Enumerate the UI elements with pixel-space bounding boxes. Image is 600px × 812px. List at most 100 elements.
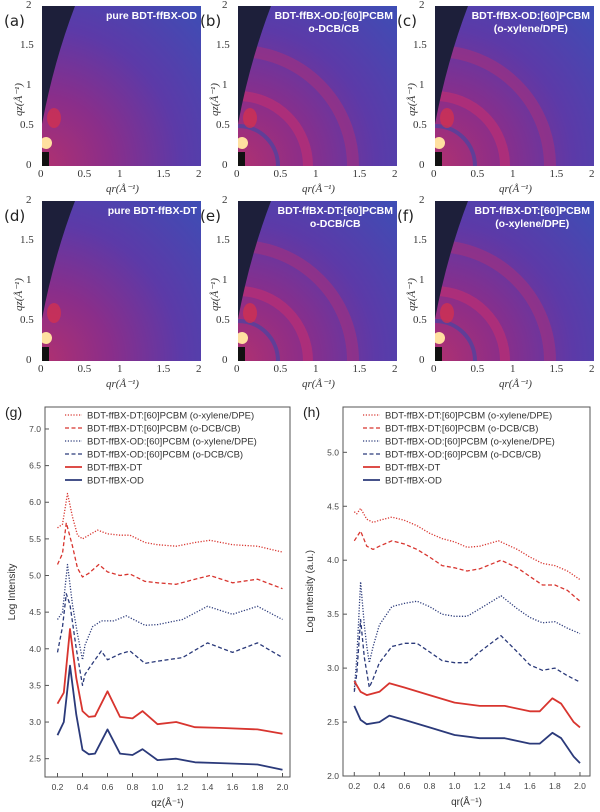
x-tick-label: 1.5 [156,168,171,180]
x-tick-label: 0 [234,168,240,180]
y-tick-label: 1 [26,274,32,286]
x-tick-label: 0.5 [470,363,485,375]
intensity-background [42,6,201,166]
map-title-line: BDT-ffBX-DT:[60]PCBM [474,205,591,217]
y-tick-label: 2 [26,194,32,206]
x-tick-label: 0 [38,363,44,375]
x-tick-label: 0 [431,168,437,180]
legend-label: BDT-ffBX-DT:[60]PCBM (o-xylene/DPE) [87,411,254,422]
series-line [353,705,581,764]
x-tick-label: 1 [510,168,516,180]
map-title-line: o-DCB/CB [308,23,360,35]
x-tick-label: 1.5 [352,168,367,180]
x-tick-label: 0 [431,363,437,375]
y-tick-label: 1 [222,79,228,91]
specular-spot [433,137,445,149]
y-tick-label: 2 [26,0,32,11]
y-tick-label: 4.5 [327,501,339,511]
x-tick-label: 1 [313,168,319,180]
specular-spot [40,332,52,344]
x-tick-label: 0.2 [348,781,360,791]
y-tick-label: 3.5 [327,609,339,619]
y-axis-label: Log Intensity (a.u.) [305,550,316,633]
y-tick-label: 1.5 [216,234,230,246]
specular-spot [236,137,248,149]
giwaxs-map: pure BDT-ffBX-OD [40,6,201,166]
y-tick-label: 0 [26,159,32,171]
giwaxs-map: pure BDT-ffBX-DT [40,201,201,361]
lamellar-peak [440,108,454,128]
map-title-line: (o-xylene/DPE) [493,23,568,35]
beamstop [435,152,442,166]
legend-label: BDT-ffBX-OD [385,476,442,487]
x-tick-label: 2.0 [277,782,289,792]
map-title: BDT-ffBX-OD:[60]PCBM (o-xylene/DPE) [472,10,590,36]
map-title-line: BDT-ffBX-OD:[60]PCBM [471,10,590,22]
y-tick-label: 3.0 [29,717,41,727]
x-tick-label: 1.0 [152,782,164,792]
x-tick-label: 0.2 [52,782,64,792]
y-tick-label: 2 [222,0,228,11]
y-tick-label: 0.5 [413,314,427,326]
x-axis-label: qz(Å⁻¹) [151,796,184,809]
x-tick-label: 0.4 [77,782,89,792]
x-tick-label: 0.8 [127,782,139,792]
y-tick-label: 0 [419,354,425,366]
specular-spot [433,332,445,344]
y-tick-label: 5.0 [29,571,41,581]
lamellar-peak [47,108,61,128]
y-tick-label: 2 [222,194,228,206]
x-tick-label: 1.2 [474,781,486,791]
x-tick-label: 1.5 [549,363,564,375]
shadow-wedge [238,201,271,319]
x-axis-label: qr(Å⁻¹) [302,378,335,390]
panel-letter: (g) [5,404,22,420]
panel-letter: (h) [303,404,320,420]
intensity-background [435,201,594,361]
y-axis-label: Log Intensity [7,564,18,621]
map-title: BDT-ffBX-DT:[60]PCBM o-DCB/CB [278,205,394,231]
y-tick-label: 0 [419,159,425,171]
specular-spot [40,137,52,149]
map-title-line: BDT-ffBX-OD:[60]PCBM [274,10,393,22]
intensity-background [42,201,201,361]
panel-letter: (b) [200,12,222,30]
y-tick-label: 1 [419,274,425,286]
map-title-line: BDT-ffBX-DT:[60]PCBM [277,205,394,217]
y-tick-label: 4.5 [29,607,41,617]
y-tick-label: 2.0 [327,771,339,781]
shadow-wedge [238,6,271,124]
x-tick-label: 0.5 [77,363,92,375]
x-tick-label: 1.8 [252,782,264,792]
x-tick-label: 2 [589,363,595,375]
series-line [353,581,581,690]
y-tick-label: 4.0 [29,644,41,654]
x-tick-label: 0 [234,363,240,375]
shadow-wedge [435,201,468,319]
x-axis-label: qr(Å⁻¹) [451,795,482,808]
series-line [353,507,581,581]
lamellar-peak [440,303,454,323]
lamellar-peak [243,303,257,323]
intensity-background [238,6,397,166]
shadow-wedge [42,6,75,124]
legend-label: BDT-ffBX-OD:[60]PCBM (o-xylene/DPE) [385,437,555,448]
x-tick-label: 0.4 [373,781,385,791]
beamstop [238,152,245,166]
x-tick-label: 2 [196,363,202,375]
y-tick-label: 1.5 [413,234,427,246]
plot-frame [44,406,291,778]
legend-label: BDT-ffBX-DT:[60]PCBM (o-DCB/CB) [87,424,240,435]
x-tick-label: 1.5 [352,363,367,375]
x-tick-label: 2 [589,168,595,180]
y-tick-label: 1.5 [20,234,34,246]
x-tick-label: 1.6 [227,782,239,792]
series-line [353,530,581,602]
y-tick-label: 6.0 [29,497,41,507]
legend-label: BDT-ffBX-OD [87,476,144,487]
y-tick-label: 1.5 [413,39,427,51]
legend-label: BDT-ffBX-OD:[60]PCBM (o-DCB/CB) [385,450,541,461]
beamstop [42,347,49,361]
